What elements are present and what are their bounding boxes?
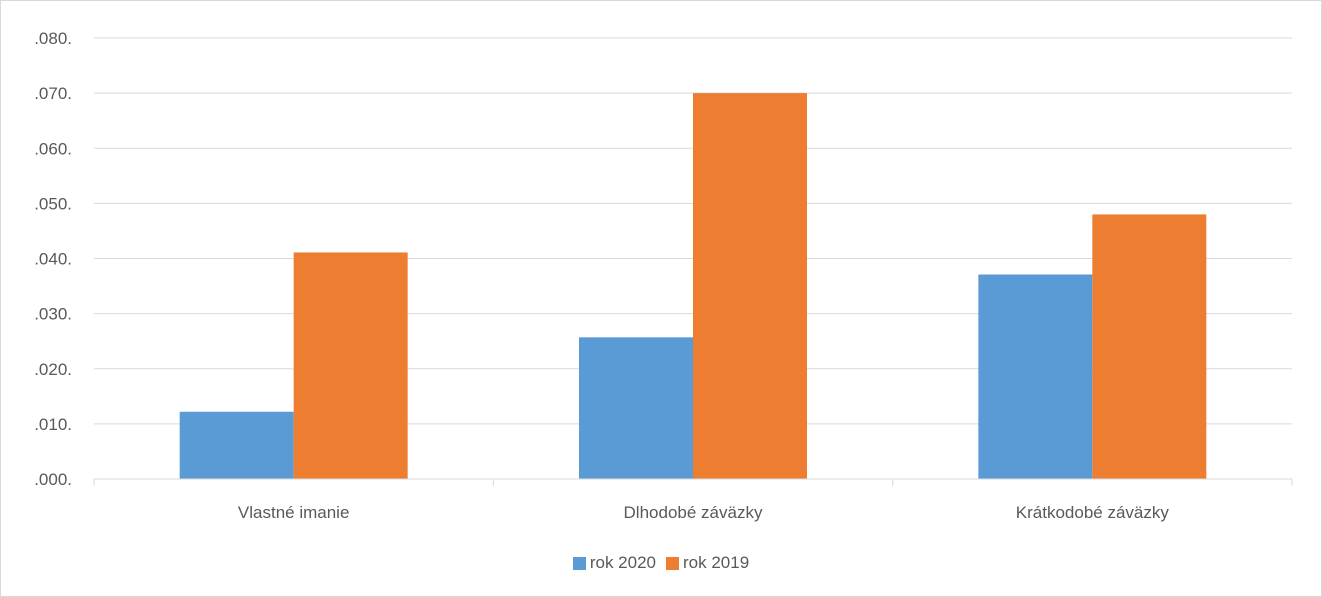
legend-item-rok-2020: rok 2020 (572, 553, 656, 573)
legend-swatch-rok-2019 (666, 556, 679, 570)
legend: rok 2020 rok 2019 (1, 553, 1321, 573)
y-tick-label: .070. (34, 84, 72, 103)
bars (179, 93, 1207, 479)
y-tick-label: .080. (34, 29, 72, 48)
y-axis-tick-labels: .000. .010. .020. .030. .040. .050. .060. .070.… (34, 29, 72, 489)
y-tick-label: .030. (34, 305, 72, 324)
y-tick-label: .060. (34, 139, 72, 158)
x-axis (93, 478, 1293, 486)
legend-item-rok-2019: rok 2019 (666, 553, 749, 573)
bar-rok-2019 (1092, 214, 1207, 479)
legend-swatch-rok-2020 (572, 556, 586, 570)
y-tick-label: .050. (34, 194, 72, 213)
x-tick-label: Krátkodobé záväzky (1016, 503, 1170, 522)
bar-rok-2020 (978, 274, 1093, 479)
y-tick-label: .020. (34, 360, 72, 379)
x-tick-label: Dlhodobé záväzky (624, 503, 763, 522)
y-tick-label: .010. (34, 415, 72, 434)
bar-rok-2019 (293, 252, 408, 479)
bar-rok-2019 (693, 93, 807, 479)
legend-label-rok-2019: rok 2019 (683, 553, 750, 572)
bar-rok-2020 (179, 411, 294, 479)
y-tick-label: .000. (34, 470, 72, 489)
bar-rok-2020 (579, 337, 693, 479)
x-axis-tick-labels: Vlastné imanie Dlhodobé záväzky Krátkodobé… (238, 503, 1169, 522)
legend-label-rok-2020: rok 2020 (589, 553, 656, 572)
x-tick-label: Vlastné imanie (238, 503, 350, 522)
y-tick-label: .040. (34, 250, 72, 269)
